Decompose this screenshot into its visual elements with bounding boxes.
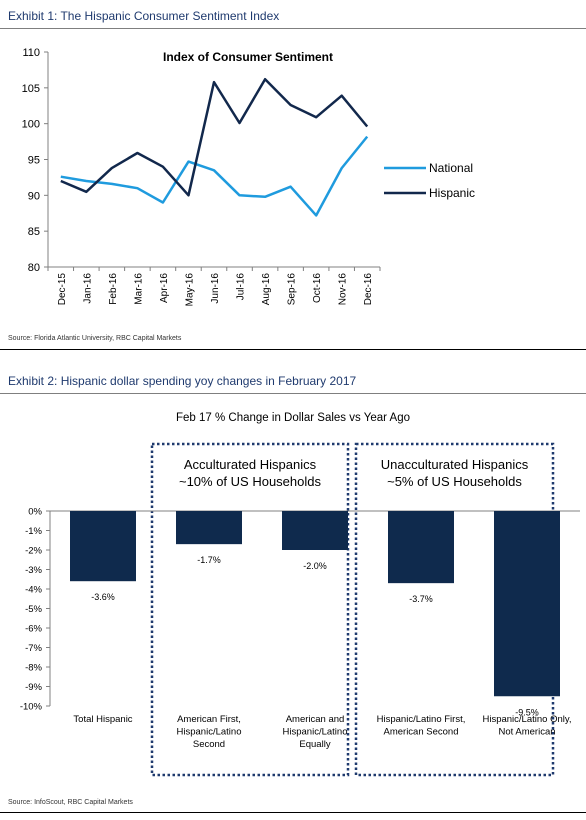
category-label-line: Hispanic/Latino	[177, 727, 242, 738]
x-tick-label: Nov-16	[338, 273, 349, 306]
y-tick-label: 110	[22, 47, 40, 59]
y-tick-label: 100	[22, 119, 40, 131]
y-tick-label: -6%	[25, 624, 42, 635]
exhibit-1-source: Source: Florida Atlantic University, RBC…	[8, 335, 182, 342]
exhibit-2-bottom-rule	[0, 812, 586, 813]
x-tick-label: May-16	[184, 273, 195, 307]
series-line-national	[60, 135, 369, 217]
bar-1	[70, 511, 136, 582]
category-label-line: Hispanic/Latino	[283, 727, 348, 738]
y-tick-label: -1%	[25, 526, 42, 537]
category-label-line: Total Hispanic	[73, 714, 132, 725]
group-label-line: Acculturated Hispanics	[184, 457, 317, 472]
exhibit-2-title: Exhibit 2: Hispanic dollar spending yoy …	[8, 374, 357, 388]
y-tick-label: -10%	[20, 702, 43, 713]
x-tick-label: Mar-16	[133, 273, 144, 305]
y-tick-label: 90	[28, 190, 40, 202]
x-tick-label: Aug-16	[261, 273, 272, 306]
category-label-line: American and	[286, 714, 345, 725]
y-tick-label: -5%	[25, 604, 42, 615]
category-label-line: Hispanic/Latino First,	[377, 714, 466, 725]
y-tick-label: 80	[28, 262, 40, 274]
group-box-1	[150, 442, 350, 777]
category-label-line: Equally	[299, 739, 330, 750]
y-tick-label: -9%	[25, 682, 42, 693]
x-tick-label: Dec-16	[363, 273, 374, 306]
x-tick-label: Jun-16	[210, 273, 221, 304]
category-label-line: Second	[193, 739, 225, 750]
x-tick-label: Feb-16	[108, 273, 119, 305]
x-tick-label: Oct-16	[312, 273, 323, 303]
data-label: -1.7%	[197, 555, 221, 565]
x-tick-label: Sep-16	[287, 273, 298, 306]
chart-2-title: Feb 17 % Change in Dollar Sales vs Year …	[176, 412, 410, 424]
category-label-line: Not American	[498, 727, 555, 738]
x-tick-label: Jul-16	[236, 273, 247, 301]
exhibit-1-divider	[0, 28, 586, 29]
y-tick-label: 0%	[28, 507, 42, 518]
bar-5	[494, 511, 560, 697]
x-tick-label: Dec-15	[57, 273, 68, 306]
x-tick-label: Jan-16	[82, 273, 93, 304]
bar-3	[282, 511, 348, 550]
chart-1-title: Index of Consumer Sentiment	[163, 50, 333, 64]
legend-label-national: National	[429, 161, 473, 175]
data-label: -3.6%	[91, 592, 115, 602]
exhibit-1-title: Exhibit 1: The Hispanic Consumer Sentime…	[8, 9, 280, 23]
sentiment-line-chart: Index of Consumer Sentiment 80 85 90 95 100 10…	[22, 47, 475, 307]
y-tick-label: 105	[22, 83, 40, 95]
y-tick-label: 95	[28, 155, 40, 167]
bar-2	[176, 511, 242, 545]
y-tick-label: 85	[28, 226, 40, 238]
category-label-line: American First,	[177, 714, 241, 725]
exhibit-1-bottom-rule	[0, 349, 586, 350]
bar-4	[388, 511, 454, 584]
y-tick-label: -3%	[25, 565, 42, 576]
data-label: -3.7%	[409, 594, 433, 604]
series-line-hispanic	[60, 77, 369, 197]
group-label-line: Unacculturated Hispanics	[381, 457, 529, 472]
group-label-line: ~10% of US Households	[179, 474, 322, 489]
exhibit-2-source: Source: InfoScout, RBC Capital Markets	[8, 799, 133, 806]
group-label-line: ~5% of US Households	[387, 474, 522, 489]
legend-label-hispanic: Hispanic	[429, 186, 475, 200]
data-label: -2.0%	[303, 561, 327, 571]
y-tick-label: -8%	[25, 663, 42, 674]
y-tick-label: -2%	[25, 546, 42, 557]
spending-bar-chart: Feb 17 % Change in Dollar Sales vs Year …	[20, 412, 580, 777]
category-label-line: American Second	[384, 727, 459, 738]
exhibit-2-divider	[0, 393, 586, 394]
data-label: -9.5%	[515, 707, 539, 717]
y-tick-label: -7%	[25, 643, 42, 654]
x-tick-label: Apr-16	[159, 273, 170, 303]
category-label-line: Hispanic/Latino Only,	[482, 714, 571, 725]
y-tick-label: -4%	[25, 585, 42, 596]
